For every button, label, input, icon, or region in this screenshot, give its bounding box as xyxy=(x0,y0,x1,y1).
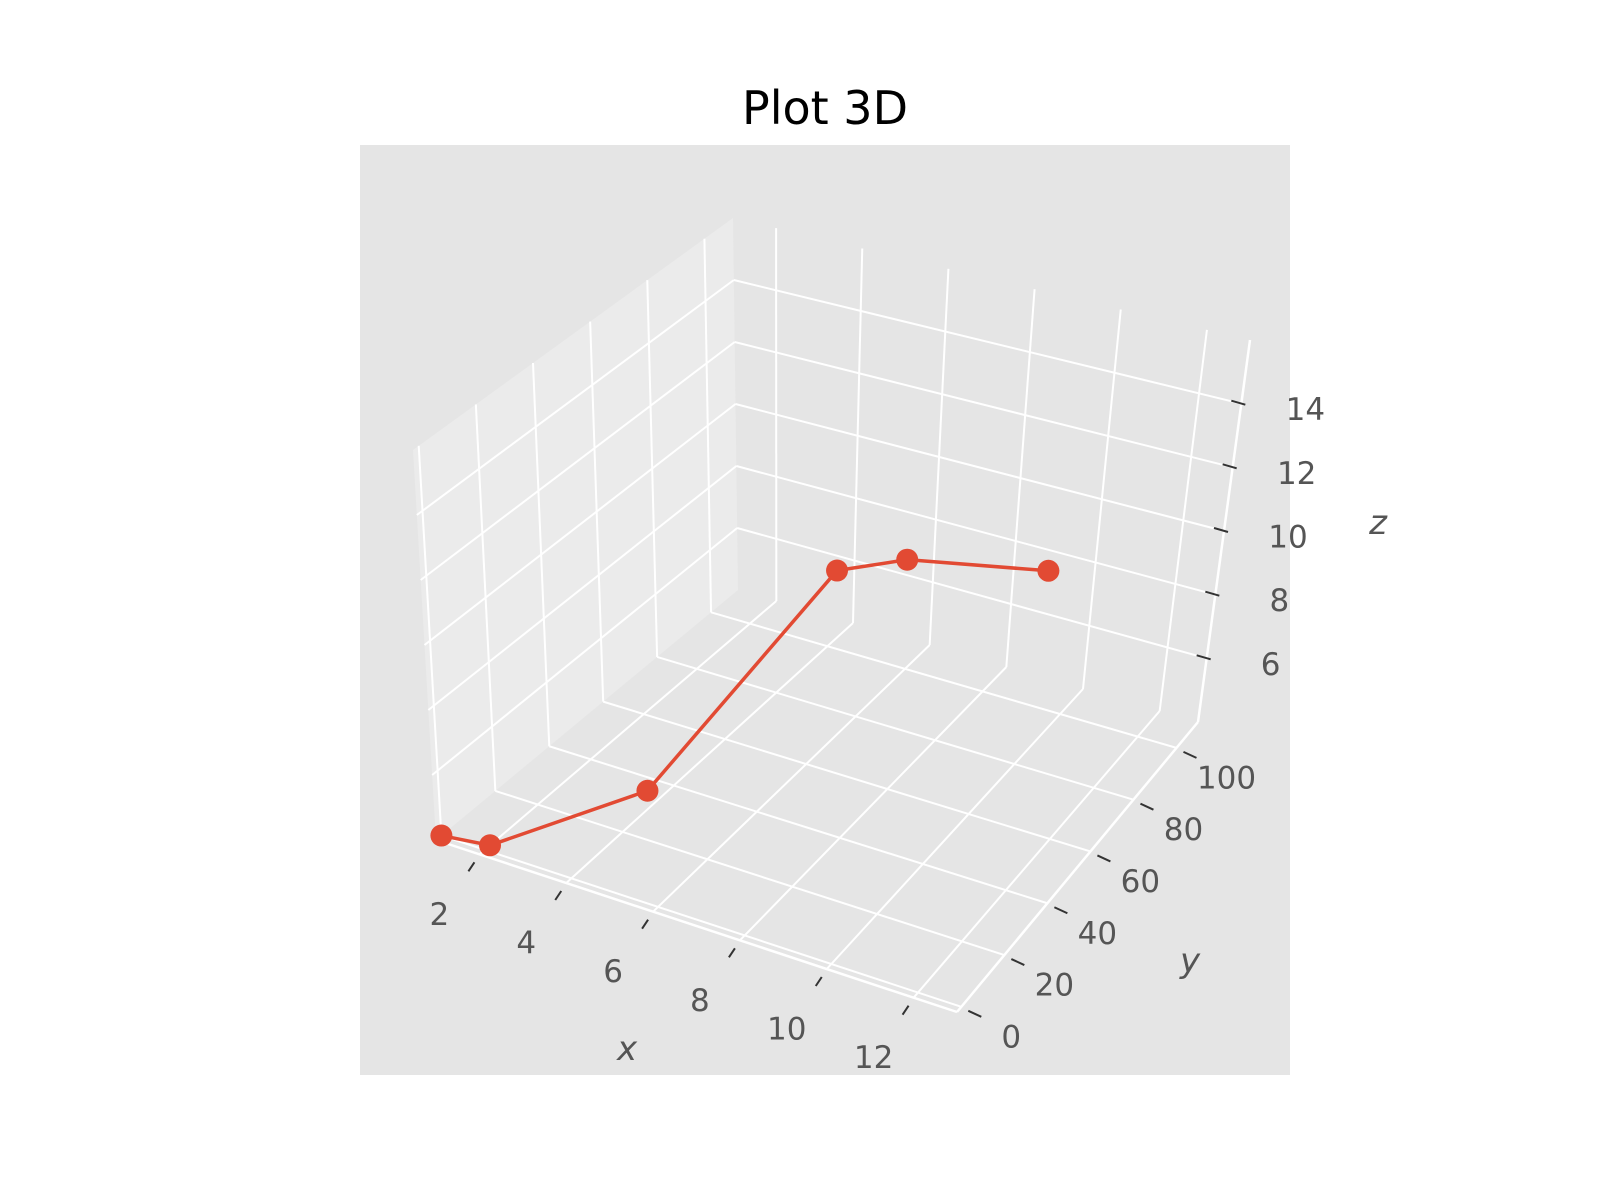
y-tick-label: 20 xyxy=(1035,968,1074,1004)
floor-gridline-y xyxy=(548,745,1048,905)
floor-gridline-x xyxy=(652,644,931,913)
wall-gridline-z xyxy=(734,341,1233,469)
data-point xyxy=(826,559,849,582)
y-tick-label: 60 xyxy=(1121,864,1160,900)
data-point xyxy=(896,548,919,571)
wall-gridline-z xyxy=(431,527,738,776)
x-tick-mark xyxy=(814,976,823,987)
z-tick-mark xyxy=(1231,399,1246,406)
z-tick-label: 8 xyxy=(1269,583,1289,619)
wall-gridline-z xyxy=(423,403,737,646)
y-axis-label: y xyxy=(1179,941,1201,981)
floor-gridline-y xyxy=(441,834,962,1008)
wall-gridline-z xyxy=(427,465,737,711)
floor-gridline-y xyxy=(495,789,1005,956)
x-axis-line xyxy=(435,838,958,1014)
series-line xyxy=(430,548,1060,857)
y-tick-mark xyxy=(1096,854,1111,863)
chart-title: Plot 3D xyxy=(742,81,908,135)
wall-gridline-z xyxy=(420,341,736,581)
x-tick-mark xyxy=(467,861,476,872)
floor-gridline-x xyxy=(478,600,777,856)
floor-gridline-x xyxy=(912,710,1161,999)
y-tick-label: 100 xyxy=(1197,760,1256,796)
y-tick-mark xyxy=(967,1009,982,1018)
z-tick-mark xyxy=(1196,654,1211,661)
wall-gridline-z xyxy=(416,279,735,516)
x-tick-mark xyxy=(554,890,563,901)
x-tick-label: 4 xyxy=(516,926,536,962)
wall-gridline-z xyxy=(736,465,1216,596)
floor-gridline-y xyxy=(710,611,1177,749)
z-axis-label: z xyxy=(1368,503,1388,543)
y-tick-label: 80 xyxy=(1164,812,1203,848)
x-tick-label: 6 xyxy=(603,954,623,990)
z-tick-label: 6 xyxy=(1261,647,1281,683)
y-tick-label: 0 xyxy=(1001,1019,1021,1055)
data-point xyxy=(1037,559,1060,582)
data-point xyxy=(430,824,453,847)
y-tick-mark xyxy=(1010,958,1025,966)
wall-gridline-z xyxy=(736,527,1207,660)
x-tick-label: 12 xyxy=(854,1040,893,1076)
data-point xyxy=(636,779,659,802)
wall-gridline-z xyxy=(735,403,1225,532)
z-tick-label: 14 xyxy=(1286,392,1325,428)
x-tick-mark xyxy=(728,947,736,958)
floor-gridline-x xyxy=(739,666,1008,942)
z-tick-label: 12 xyxy=(1277,456,1316,492)
wall-gridline-z xyxy=(733,279,1242,405)
floor-gridline-x xyxy=(826,688,1084,970)
x-tick-label: 8 xyxy=(690,983,710,1019)
z-tick-mark xyxy=(1222,463,1237,470)
floor-gridline-y xyxy=(602,700,1091,853)
x-tick-mark xyxy=(901,1005,910,1016)
y-axis-line xyxy=(956,721,1199,1013)
x-tick-label: 2 xyxy=(430,897,450,933)
floor-gridline-x xyxy=(565,622,854,884)
y-tick-mark xyxy=(1183,750,1197,759)
data-point xyxy=(479,834,502,857)
floor-gridline-y xyxy=(656,656,1134,801)
y-tick-label: 40 xyxy=(1078,916,1117,952)
grid xyxy=(416,228,1252,1014)
z-tick-mark xyxy=(1205,590,1220,597)
z-tick-label: 10 xyxy=(1268,520,1307,556)
z-tick-mark xyxy=(1213,527,1229,533)
x-axis-label: x xyxy=(616,1029,638,1069)
x-tick-mark xyxy=(641,919,649,930)
tick-marks xyxy=(467,399,1246,1018)
y-tick-mark xyxy=(1053,906,1068,915)
y-tick-mark xyxy=(1140,802,1154,811)
x-tick-label: 10 xyxy=(767,1012,806,1048)
